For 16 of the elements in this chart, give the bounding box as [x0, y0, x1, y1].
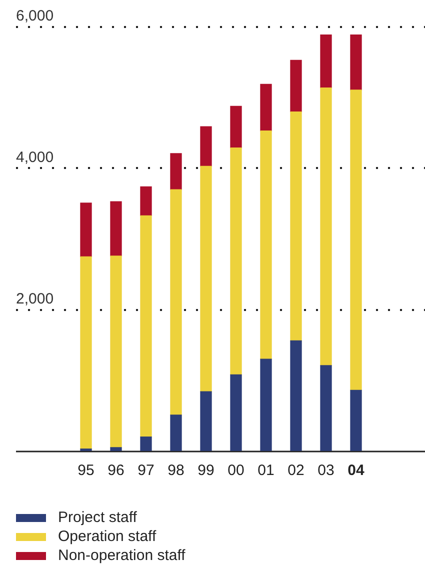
legend-label: Project staff	[58, 508, 137, 527]
x-tick-label: 95	[78, 462, 94, 480]
x-tick-label: 97	[138, 462, 154, 480]
x-tick-label: 98	[168, 462, 184, 480]
x-tick-label: 00	[228, 462, 244, 480]
legend-label: Non-operation staff	[58, 546, 186, 565]
y-tick-label: 2,000	[16, 290, 54, 308]
y-tick-label: 4,000	[16, 148, 54, 166]
x-tick-label: 96	[108, 462, 124, 480]
y-tick-label: 6,000	[16, 8, 54, 25]
x-tick-label: 01	[258, 462, 274, 480]
x-tick-label: 02	[288, 462, 304, 480]
x-tick-label: 99	[198, 462, 214, 480]
legend-label: Operation staff	[58, 527, 156, 546]
x-tick-label: 03	[318, 462, 334, 480]
x-tick-label: 04	[348, 462, 365, 480]
